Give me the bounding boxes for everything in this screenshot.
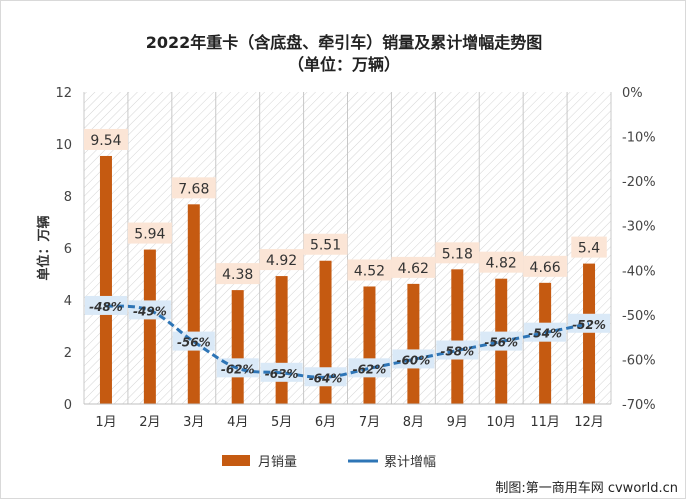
- bar-label-background: [479, 251, 524, 273]
- x-tick-label: 5月: [271, 415, 292, 430]
- bar-data-label: 4.62: [398, 261, 429, 277]
- x-tick-label: 2月: [139, 415, 160, 430]
- bar-label-background: [83, 128, 128, 150]
- y-tick-label: 6: [64, 242, 72, 257]
- line-data-label: -54%: [528, 327, 562, 341]
- line-label-background: [304, 367, 347, 387]
- x-tick-label: 3月: [183, 415, 204, 430]
- chart-subtitle: （单位：万辆）: [287, 55, 400, 74]
- line-label-background: [348, 358, 391, 378]
- y-axis-title: 单位：万辆: [36, 215, 52, 280]
- bar-label-background: [523, 255, 568, 277]
- bar-label-background: [571, 236, 607, 258]
- chart-title: 2022年重卡（含底盘、牵引车）销量及累计增幅走势图: [145, 33, 543, 52]
- y2-tick-label: -30%: [622, 220, 656, 235]
- bar: [187, 204, 200, 404]
- y2-tick-label: -50%: [622, 309, 656, 324]
- bar: [583, 263, 596, 404]
- line-label-background: [392, 349, 435, 369]
- legend: 月销量 累计增幅: [222, 455, 436, 470]
- line-label-background: [172, 331, 215, 351]
- bar: [143, 249, 156, 404]
- y-tick-label: 0: [64, 398, 72, 413]
- bar-data-label: 9.54: [90, 133, 121, 149]
- bar: [99, 155, 112, 404]
- line-label-background: [568, 313, 611, 333]
- bar: [231, 290, 244, 404]
- bar-data-label: 5.51: [310, 238, 341, 254]
- bar: [275, 276, 288, 404]
- bar-data-label: 5.94: [134, 227, 165, 243]
- bar: [539, 282, 552, 404]
- x-tick-label: 7月: [359, 415, 380, 430]
- bar-data-label: 4.52: [354, 263, 385, 279]
- x-tick-label: 6月: [315, 415, 336, 430]
- bar-label-background: [215, 263, 260, 285]
- bar-data-label: 4.92: [266, 253, 297, 269]
- line-data-label: -62%: [221, 362, 255, 376]
- bar-label-background: [435, 242, 480, 264]
- x-tick-label: 4月: [227, 415, 248, 430]
- line-data-label: -62%: [353, 362, 387, 376]
- line-data-label: -56%: [177, 336, 211, 350]
- y2-tick-label: -20%: [622, 175, 656, 190]
- y2-tick-label: 0%: [622, 86, 643, 101]
- y-tick-label: 12: [55, 86, 72, 101]
- line-path: [105, 304, 590, 379]
- bar-data-label: 5.18: [442, 246, 473, 262]
- y2-tick-label: -60%: [622, 353, 656, 368]
- line-data-label: -58%: [440, 345, 474, 359]
- bar: [363, 286, 376, 404]
- bar-data-label: 4.38: [222, 267, 253, 283]
- bar-label-background: [127, 222, 172, 244]
- line-series: -48% -49% -56% -62% -63% -64% -62% -60% -58% -56%…: [84, 295, 611, 387]
- x-tick-label: 11月: [530, 415, 560, 430]
- line-data-label: -63%: [265, 367, 299, 381]
- legend-label: 累计增幅: [384, 455, 436, 470]
- gridlines: [83, 92, 612, 404]
- line-data-label: -48%: [89, 300, 123, 314]
- line-label-background: [480, 331, 523, 351]
- line-data-label: -52%: [572, 318, 606, 332]
- y2-tick-label: -70%: [622, 398, 656, 413]
- line-data-label: -49%: [133, 304, 167, 318]
- x-tick-label: 9月: [447, 415, 468, 430]
- y-tick-label: 8: [64, 190, 72, 205]
- line-data-label: -56%: [484, 336, 518, 350]
- bar-data-labels: 9.54 5.94 7.68 4.38 4.92 5.51 4.52 4.62 5.18 4.82…: [83, 128, 607, 285]
- legend-label: 月销量: [258, 455, 297, 470]
- y-tick-label: 2: [64, 346, 72, 361]
- y2-tick-label: -40%: [622, 264, 656, 279]
- x-tick-label: 10月: [486, 415, 516, 430]
- axes: 0 2 4 6 8 10 12 0% -10% -20% -30% -40% -50% -60% -70% 1…: [55, 86, 655, 430]
- bar-label-background: [391, 256, 436, 278]
- line-label-background: [436, 340, 479, 360]
- x-tick-label: 1月: [95, 415, 116, 430]
- bar-data-label: 4.82: [486, 256, 517, 272]
- bar: [407, 283, 420, 404]
- y2-tick-label: -10%: [622, 131, 656, 146]
- x-tick-label: 8月: [403, 415, 424, 430]
- line-label-background: [260, 362, 303, 382]
- y-tick-label: 10: [55, 138, 72, 153]
- bar-label-background: [303, 233, 348, 255]
- line-data-label: -60%: [397, 353, 431, 367]
- line-label-background: [84, 295, 127, 315]
- bar-data-label: 7.68: [178, 181, 209, 197]
- bar-data-label: 4.66: [530, 260, 561, 276]
- line-data-label: -64%: [309, 371, 343, 385]
- credit-text: 制图:第一商用车网 cvworld.cn: [495, 481, 678, 496]
- bar: [451, 269, 464, 404]
- bar-data-label: 5.4: [578, 241, 600, 257]
- x-tick-label: 12月: [574, 415, 604, 430]
- bar-label-background: [347, 259, 392, 281]
- bar-label-background: [259, 249, 304, 271]
- y-tick-label: 4: [64, 294, 72, 309]
- bar-label-background: [171, 177, 216, 199]
- legend-bar-swatch: [222, 455, 250, 466]
